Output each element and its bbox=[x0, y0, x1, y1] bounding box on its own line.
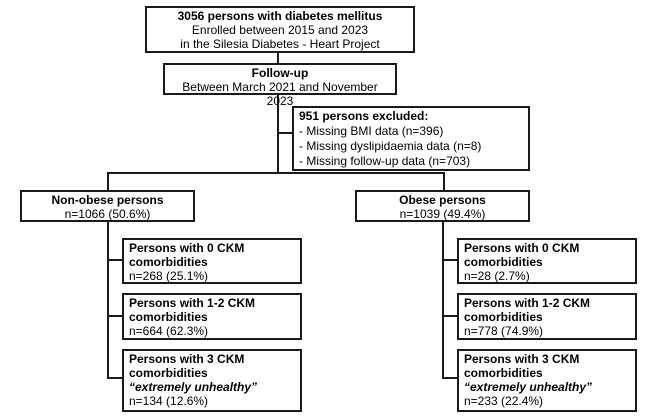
connector-split-horizontal bbox=[107, 172, 445, 174]
followup-box: Follow-up Between March 2021 and Novembe… bbox=[163, 63, 397, 108]
excluded-title: 951 persons excluded: bbox=[299, 109, 429, 123]
connector-nonobese-spine bbox=[107, 221, 109, 379]
obese-ckm3-box: Persons with 3 CKM comorbidities “extrem… bbox=[457, 349, 637, 412]
connector-drop-nonobese bbox=[107, 172, 109, 191]
obese-ckm12-box: Persons with 1-2 CKM comorbidities n=778… bbox=[457, 293, 637, 340]
connector-enrollment-to-followup bbox=[277, 53, 279, 65]
non-obese-ckm3-title: Persons with 3 CKM comorbidities bbox=[129, 352, 245, 380]
non-obese-ckm12-box: Persons with 1-2 CKM comorbidities n=664… bbox=[122, 293, 302, 340]
obese-ckm12-count: n=778 (74.9%) bbox=[464, 324, 544, 338]
connector-excluded-stub bbox=[278, 132, 294, 134]
connector-obese-stub-1 bbox=[443, 315, 458, 317]
connector-nonobese-stub-0 bbox=[108, 259, 123, 261]
enrollment-title: 3056 persons with diabetes mellitus bbox=[177, 9, 383, 23]
excluded-box: 951 persons excluded: - Missing BMI data… bbox=[292, 106, 530, 171]
followup-period: Between March 2021 and November 2023 bbox=[182, 80, 378, 108]
connector-nonobese-stub-2 bbox=[108, 377, 123, 379]
connector-obese-stub-0 bbox=[443, 259, 458, 261]
obese-count: n=1039 (49.4%) bbox=[399, 207, 486, 221]
non-obese-ckm3-label: “extremely unhealthy” bbox=[129, 380, 258, 394]
obese-ckm0-title: Persons with 0 CKM comorbidities bbox=[464, 241, 580, 269]
excluded-item-bmi: - Missing BMI data (n=396) bbox=[299, 124, 444, 138]
non-obese-ckm0-count: n=268 (25.1%) bbox=[129, 269, 209, 283]
obese-title: Obese persons bbox=[399, 193, 486, 207]
non-obese-ckm0-box: Persons with 0 CKM comorbidities n=268 (… bbox=[122, 238, 302, 284]
non-obese-title: Non-obese persons bbox=[51, 193, 164, 207]
obese-box: Obese persons n=1039 (49.4%) bbox=[355, 190, 530, 222]
connector-followup-to-split bbox=[277, 95, 279, 174]
non-obese-ckm3-count: n=134 (12.6%) bbox=[129, 394, 209, 408]
connector-obese-spine bbox=[442, 221, 444, 379]
obese-ckm3-count: n=233 (22.4%) bbox=[464, 394, 544, 408]
excluded-item-dyslipidaemia: - Missing dyslipidaemia data (n=8) bbox=[299, 139, 482, 153]
followup-title: Follow-up bbox=[251, 66, 309, 80]
non-obese-ckm0-title: Persons with 0 CKM comorbidities bbox=[129, 241, 245, 269]
non-obese-box: Non-obese persons n=1066 (50.6%) bbox=[20, 190, 195, 222]
non-obese-ckm3-box: Persons with 3 CKM comorbidities “extrem… bbox=[122, 349, 302, 412]
connector-drop-obese bbox=[443, 172, 445, 191]
non-obese-ckm12-title: Persons with 1-2 CKM comorbidities bbox=[129, 296, 256, 324]
enrollment-project: in the Silesia Diabetes - Heart Project bbox=[180, 37, 380, 51]
connector-nonobese-stub-1 bbox=[108, 315, 123, 317]
obese-ckm3-title: Persons with 3 CKM comorbidities bbox=[464, 352, 580, 380]
obese-ckm0-count: n=28 (2.7%) bbox=[464, 269, 530, 283]
excluded-item-followup: - Missing follow-up data (n=703) bbox=[299, 154, 471, 168]
non-obese-count: n=1066 (50.6%) bbox=[64, 207, 151, 221]
obese-ckm3-label: “extremely unhealthy” bbox=[464, 380, 593, 394]
non-obese-ckm12-count: n=664 (62.3%) bbox=[129, 324, 209, 338]
obese-ckm0-box: Persons with 0 CKM comorbidities n=28 (2… bbox=[457, 238, 637, 284]
obese-ckm12-title: Persons with 1-2 CKM comorbidities bbox=[464, 296, 591, 324]
enrollment-period: Enrolled between 2015 and 2023 bbox=[191, 23, 369, 37]
enrollment-box: 3056 persons with diabetes mellitus Enro… bbox=[145, 6, 415, 53]
connector-obese-stub-2 bbox=[443, 377, 458, 379]
